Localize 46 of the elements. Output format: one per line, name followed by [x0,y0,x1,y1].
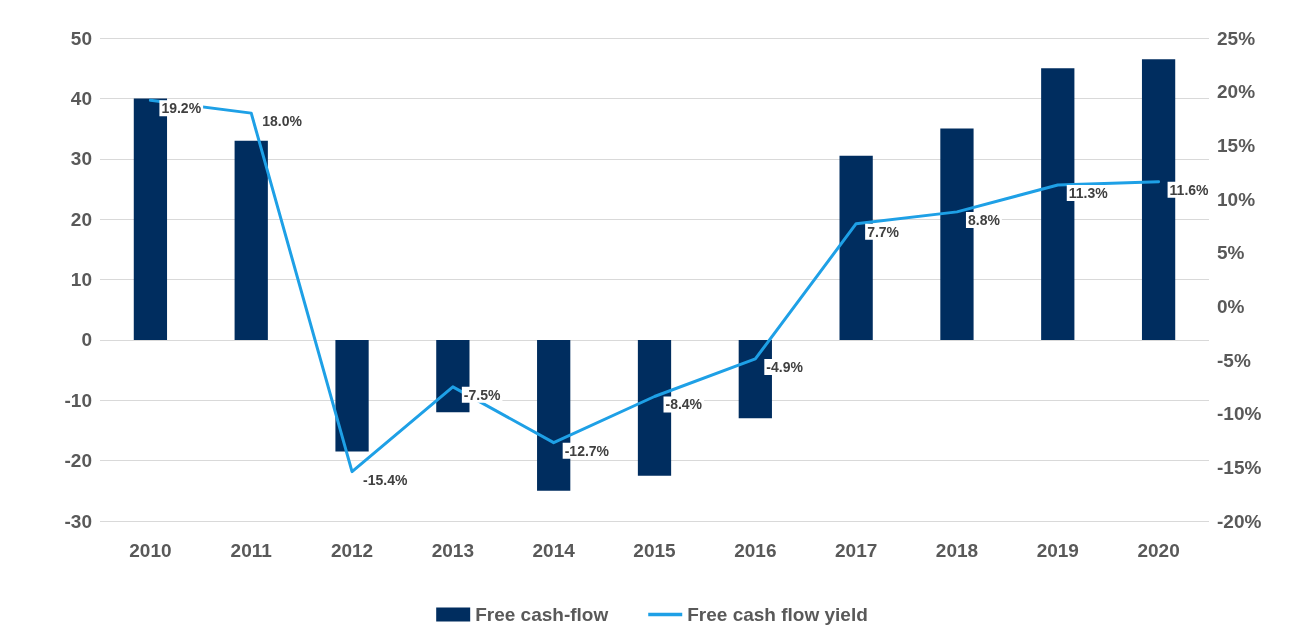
data-label: 19.2% [161,100,202,117]
data-label: -8.4% [665,396,703,413]
y-tick-label: 40 [70,87,92,109]
y2-tick-label: 20% [1217,81,1256,103]
data-label: 11.3% [1068,185,1109,202]
x-tick-label: 2012 [330,540,374,561]
y-tick-label: 30 [70,148,92,170]
y-tick-label: 0 [81,329,92,351]
data-label: 11.6% [1169,181,1210,198]
x-tick-label: 2018 [935,540,979,561]
y2-tick-label: 15% [1217,134,1256,156]
legend-label: Free cash-flow [475,604,609,625]
bar [234,140,268,340]
data-label: 18.0% [262,113,303,130]
y2-tick-label: 0% [1217,295,1245,317]
y2-tick-label: -20% [1217,510,1262,532]
x-tick-label: 2015 [633,540,677,561]
x-tick-label: 2017 [835,540,878,561]
x-tick-label: 2013 [431,540,474,561]
data-label: -12.7% [564,442,610,459]
bar [335,339,369,452]
y-tick-label: 20 [70,208,92,230]
y2-tick-label: 5% [1217,242,1245,264]
x-tick-label: 2019 [1036,540,1079,561]
data-label: -15.4% [363,471,408,488]
x-tick-label: 2011 [230,540,273,561]
data-label: 7.7% [867,223,900,240]
data-label: -7.5% [463,386,501,403]
y-tick-label: -20 [64,450,92,472]
x-tick-label: 2020 [1137,540,1180,561]
x-tick-label: 2014 [532,540,576,561]
y2-tick-label: 25% [1217,27,1256,49]
y2-tick-label: -10% [1217,403,1262,425]
y2-tick-label: -15% [1217,456,1262,478]
x-tick-label: 2016 [734,540,777,561]
y2-tick-label: 10% [1217,188,1256,210]
legend-label: Free cash flow yield [687,604,868,625]
y-tick-label: -10 [64,389,92,411]
x-tick-label: 2010 [129,540,172,561]
data-label: -4.9% [766,358,804,375]
y-tick-label: 50 [70,27,92,49]
y-tick-label: -30 [64,510,92,532]
line-series [148,98,1161,474]
data-label: 8.8% [967,211,1001,228]
y-tick-label: 10 [70,269,92,290]
y2-tick-label: -5% [1217,349,1251,371]
